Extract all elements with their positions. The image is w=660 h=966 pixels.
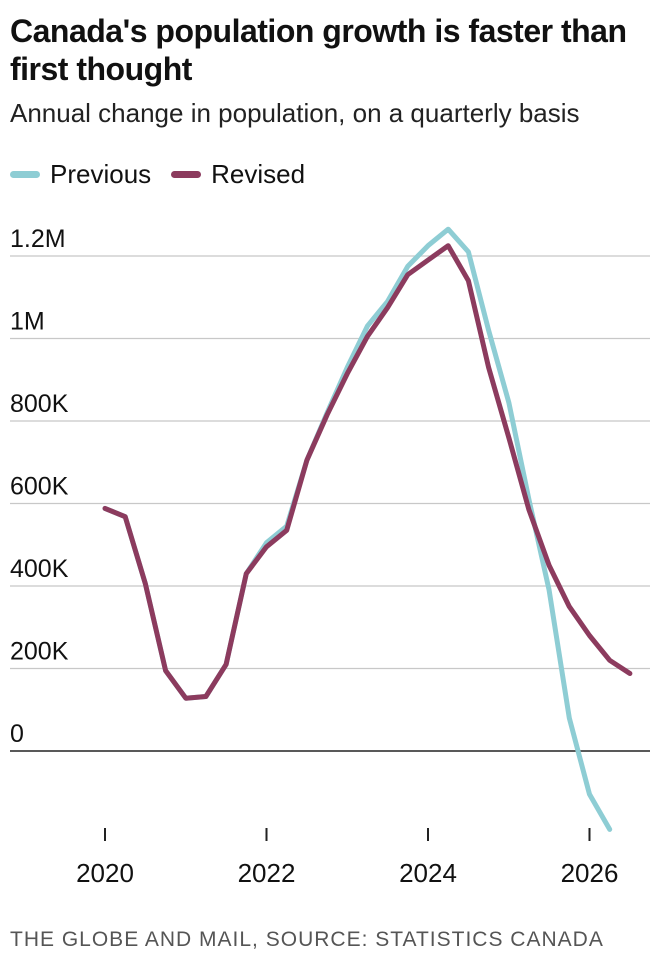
grid-lines: [10, 255, 650, 752]
x-tick-label: 2020: [76, 858, 134, 888]
y-tick-label: 1.2M: [10, 225, 66, 253]
y-tick-label: 0: [10, 720, 24, 748]
series-line-revised: [102, 243, 633, 701]
source-credit: THE GLOBE AND MAIL, SOURCE: STATISTICS C…: [10, 928, 604, 951]
legend-item-revised: Revised: [171, 158, 305, 190]
legend-label-previous: Previous: [50, 159, 152, 189]
chart-subtitle: Annual change in population, on a quarte…: [10, 98, 580, 128]
line-chart: 0 200K 400K 600K 800K 1M 1.2M 2020 2022 2024 2026: [10, 225, 650, 888]
y-tick-label: 800K: [10, 390, 69, 418]
y-tick-label: 400K: [10, 555, 69, 583]
legend-item-previous: Previous: [10, 158, 151, 190]
y-axis-labels: 0 200K 400K 600K 800K 1M 1.2M: [10, 225, 69, 748]
x-axis: 2020 2022 2024 2026: [76, 828, 618, 888]
legend-label-revised: Revised: [211, 159, 306, 189]
chart-title: Canada's population growth is faster tha…: [10, 13, 627, 87]
y-tick-label: 200K: [10, 638, 69, 666]
legend-swatch-revised: [171, 170, 202, 178]
y-tick-label: 600K: [10, 473, 69, 501]
x-tick-label: 2026: [561, 858, 619, 888]
y-tick-label: 1M: [10, 308, 45, 336]
series-lines: [102, 226, 633, 832]
x-tick-label: 2024: [399, 858, 457, 888]
legend-swatch-previous: [10, 170, 40, 178]
x-tick-label: 2022: [238, 858, 296, 888]
legend: Previous Revised: [10, 158, 325, 190]
